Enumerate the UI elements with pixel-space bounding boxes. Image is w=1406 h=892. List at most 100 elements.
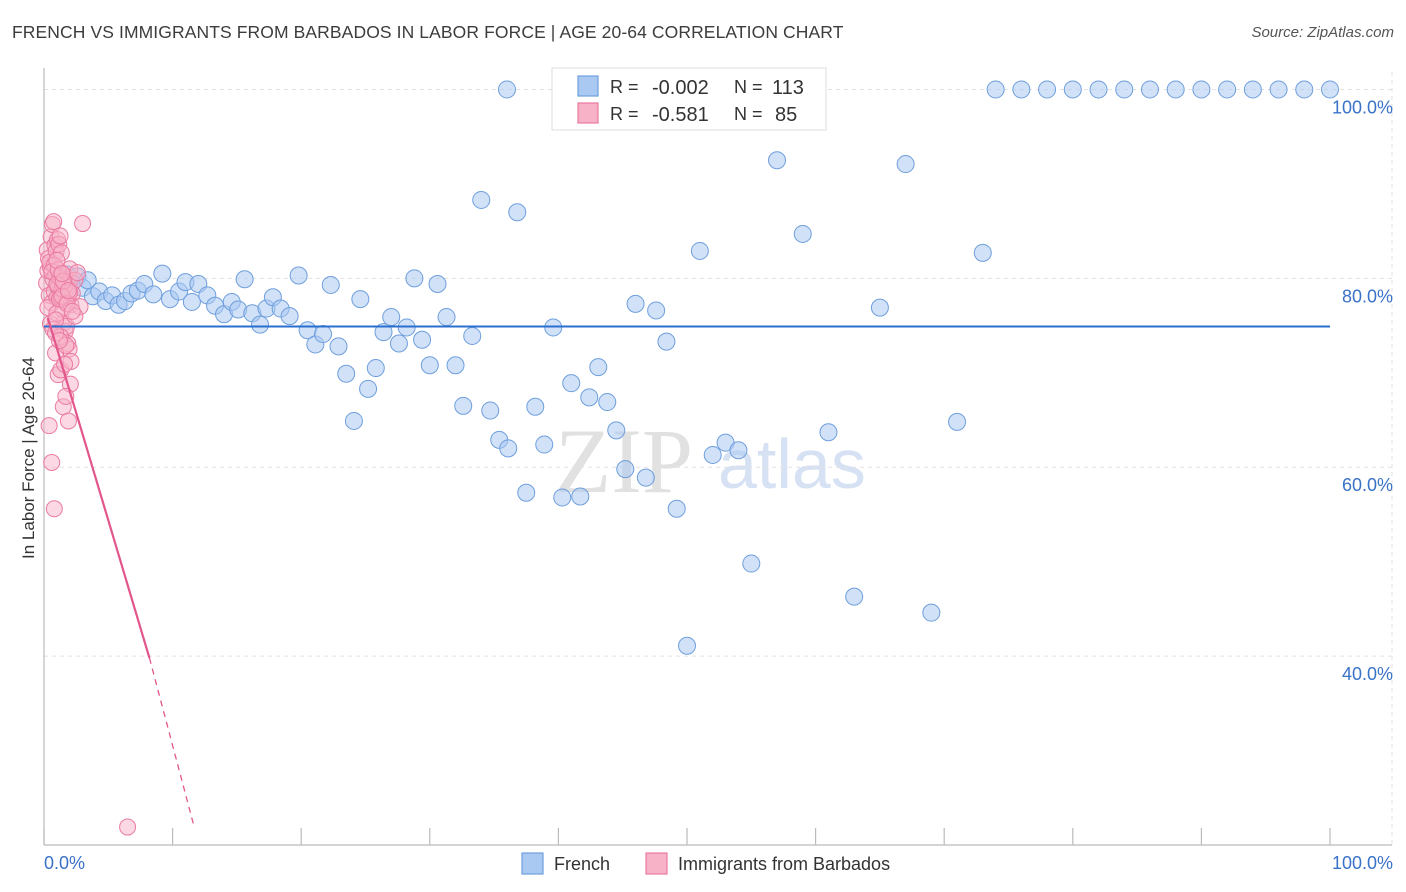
french-point <box>1115 80 1134 99</box>
barbados-trend-extension <box>148 657 196 829</box>
y-axis-title: In Labor Force | Age 20-64 <box>19 357 38 559</box>
french-point <box>508 203 527 222</box>
french-point <box>472 190 491 209</box>
french-point <box>1038 80 1057 99</box>
barbados-point <box>45 500 63 518</box>
x-tick-label-max: 100.0% <box>1332 853 1393 873</box>
y-tick-label: 40.0% <box>1342 664 1393 684</box>
french-point <box>589 358 608 377</box>
french-point <box>1243 80 1262 99</box>
french-point <box>793 224 812 243</box>
stats-r-value-1: -0.002 <box>652 77 709 99</box>
french-point <box>607 421 626 440</box>
stats-r-label-1: R = <box>610 77 639 97</box>
french-point <box>437 308 456 327</box>
stats-n-value-2: 85 <box>775 104 797 126</box>
french-point <box>405 269 424 288</box>
barbados-point <box>51 227 69 245</box>
french-point <box>321 275 340 294</box>
barbados-point <box>59 412 77 430</box>
stats-n-label-2: N = <box>734 104 763 124</box>
legend-swatch-french <box>521 852 544 875</box>
french-point <box>428 275 447 293</box>
barbados-point <box>119 818 137 836</box>
french-point <box>351 290 370 309</box>
french-point <box>344 411 363 430</box>
french-point <box>337 364 356 383</box>
french-point <box>499 439 518 458</box>
french-point <box>526 397 545 416</box>
french-points <box>47 80 1339 655</box>
axes <box>43 68 1392 846</box>
french-point <box>626 294 645 313</box>
barbados-point <box>43 454 61 471</box>
stats-n-label-1: N = <box>734 77 763 97</box>
french-point <box>280 307 299 326</box>
french-point <box>517 483 536 502</box>
french-point <box>153 264 172 283</box>
french-point <box>420 356 439 375</box>
french-point <box>382 308 401 327</box>
french-point <box>986 80 1005 99</box>
french-point <box>251 315 270 334</box>
french-point <box>636 468 655 487</box>
source-label: Source: ZipAtlas.com <box>1251 24 1394 41</box>
french-point <box>678 636 696 655</box>
french-point <box>374 323 393 342</box>
french-point <box>1012 80 1031 99</box>
stats-legend-swatch-barbados <box>577 102 599 124</box>
french-point <box>667 499 686 518</box>
french-point <box>948 412 967 431</box>
barbados-trend-line <box>46 317 151 659</box>
series-legend: French Immigrants from Barbados <box>521 852 890 875</box>
french-point <box>144 285 163 304</box>
french-point <box>1063 80 1082 99</box>
trend-lines <box>44 317 1330 829</box>
stats-n-value-1: 113 <box>772 77 804 99</box>
y-tick-label: 80.0% <box>1342 286 1393 306</box>
french-point <box>1295 80 1314 99</box>
french-point <box>413 330 432 349</box>
legend-label-barbados: Immigrants from Barbados <box>678 854 890 874</box>
french-point <box>235 270 254 289</box>
stats-r-label-2: R = <box>610 104 639 124</box>
french-point <box>1089 80 1108 99</box>
barbados-point <box>63 302 81 320</box>
legend-swatch-barbados <box>645 852 668 875</box>
french-point <box>768 151 787 170</box>
french-point <box>1218 80 1237 99</box>
french-point <box>562 374 581 393</box>
stats-r-value-2: -0.581 <box>652 104 709 126</box>
french-point <box>389 334 408 353</box>
tick-labels: 40.0% 60.0% 80.0% 100.0% 0.0% 100.0% <box>44 97 1393 873</box>
chart-title: FRENCH VS IMMIGRANTS FROM BARBADOS IN LA… <box>12 22 844 42</box>
french-point <box>553 488 572 507</box>
french-point <box>1269 80 1288 99</box>
stats-legend: R = -0.002 N = 113 R = -0.581 N = 85 <box>551 67 827 131</box>
barbados-point <box>74 215 92 233</box>
french-point <box>1140 80 1159 99</box>
french-point <box>973 243 992 262</box>
french-point <box>1166 80 1185 99</box>
french-point <box>690 241 709 260</box>
french-point <box>742 554 761 573</box>
french-point <box>497 80 516 99</box>
barbados-point <box>68 264 86 282</box>
watermark-atlas: atlas <box>718 425 866 503</box>
french-point <box>463 326 482 345</box>
barbados-point <box>53 265 71 283</box>
y-tick-label: 100.0% <box>1332 97 1393 117</box>
french-point <box>819 423 838 442</box>
french-point <box>845 587 864 606</box>
french-point <box>729 441 748 460</box>
french-point <box>359 379 378 398</box>
french-point <box>657 332 676 351</box>
x-tick-label-min: 0.0% <box>44 853 85 873</box>
barbados-point <box>59 282 77 300</box>
french-point <box>647 301 666 320</box>
french-point <box>870 298 889 317</box>
french-point <box>616 460 635 479</box>
stats-legend-swatch-french <box>577 75 599 97</box>
legend-label-french: French <box>554 854 610 874</box>
